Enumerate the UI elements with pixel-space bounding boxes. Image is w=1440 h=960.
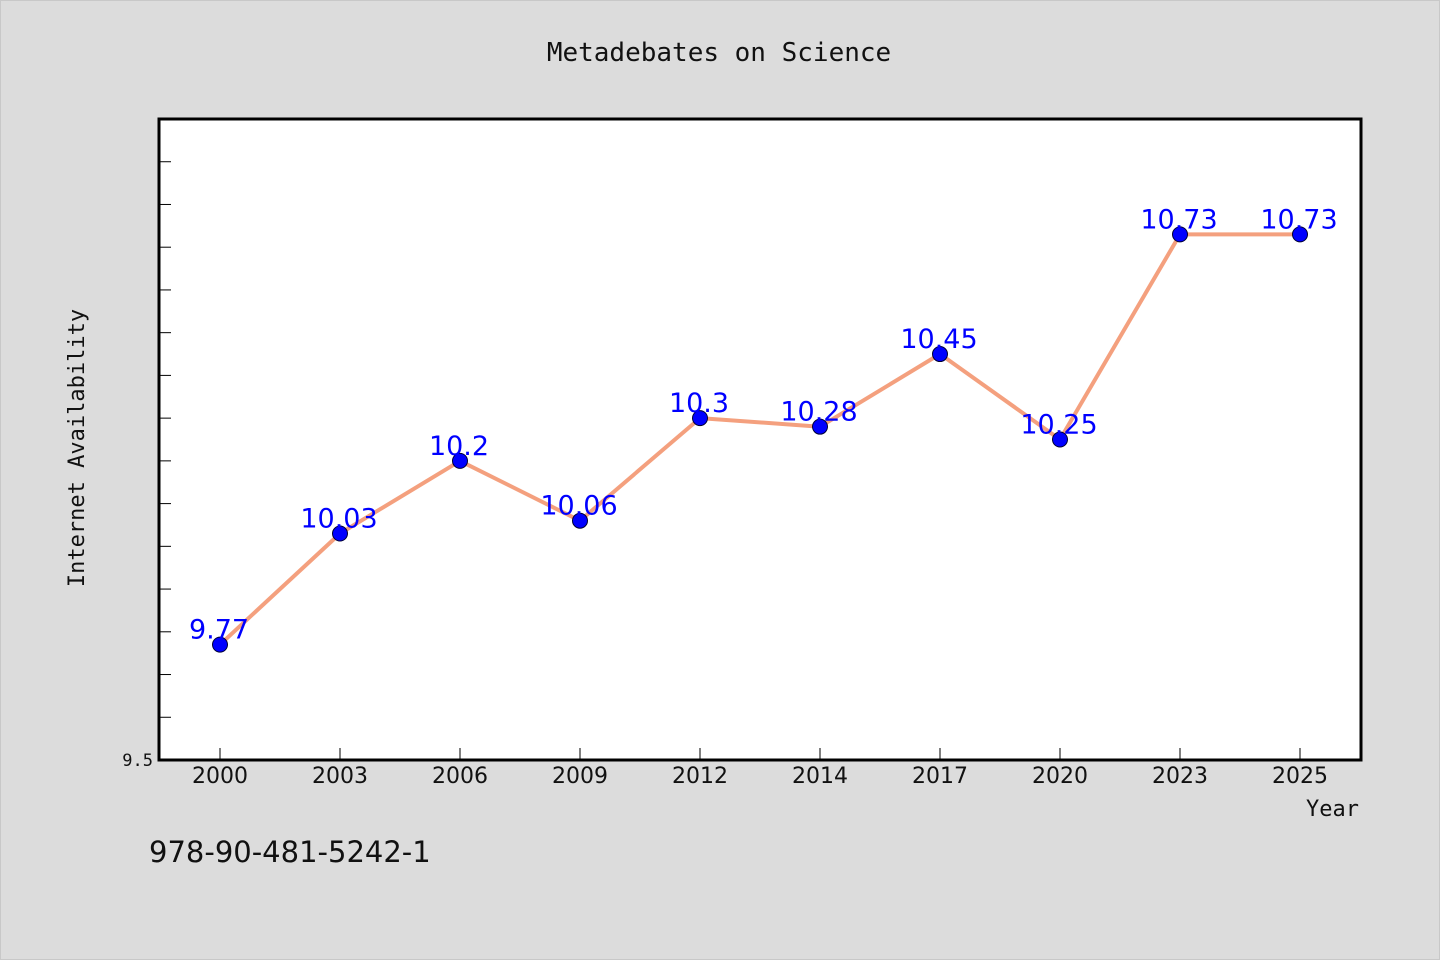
isbn-text: 978-90-481-5242-1 [149,835,431,869]
data-label: 9.77 [189,615,249,646]
data-point [452,452,468,469]
y-axis-label: Internet Availability [65,309,90,587]
x-tick-label: 2012 [672,764,728,789]
x-axis-ticks: 2000 2003 2006 2009 2012 2014 2017 2020 2023 2025 [192,748,1328,789]
x-tick-label: 2006 [432,764,488,789]
data-point [812,418,828,435]
x-tick-label: 2023 [1152,764,1208,789]
data-point [692,410,708,427]
data-label: 10.28 [780,397,857,428]
y-tick-label: 9.5 [122,751,153,771]
data-label: 10.73 [1260,204,1337,235]
data-point [1292,226,1308,243]
x-tick-label: 2009 [552,764,608,789]
data-points [212,226,1308,653]
x-tick-label: 2025 [1272,764,1328,789]
x-axis-label: Year [1306,797,1359,822]
data-label: 10.25 [1020,410,1097,441]
data-point [332,525,348,542]
x-tick-label: 2000 [192,764,248,789]
data-label: 10.73 [1140,204,1217,235]
x-tick-label: 2020 [1032,764,1088,789]
chart-title: Metadebates on Science [547,38,891,68]
plot-area [157,117,1363,762]
data-label: 10.45 [900,324,977,355]
x-tick-label: 2014 [792,764,848,789]
data-point [932,346,948,363]
data-labels: 9.77 10.03 10.2 10.06 10.3 10.28 10.45 10.25 10.… [189,204,1338,645]
data-label: 10.2 [429,431,489,462]
data-label: 10.3 [669,388,729,419]
data-label: 10.06 [540,491,617,522]
x-tick-label: 2017 [912,764,968,789]
data-label: 10.03 [300,504,377,535]
x-tick-label: 2003 [312,764,368,789]
series-line [218,232,1300,647]
data-point [212,636,228,653]
data-point [1052,431,1068,448]
data-point [1172,226,1188,243]
data-point [572,512,588,529]
y-axis-ticks: 9.5 [122,161,171,771]
